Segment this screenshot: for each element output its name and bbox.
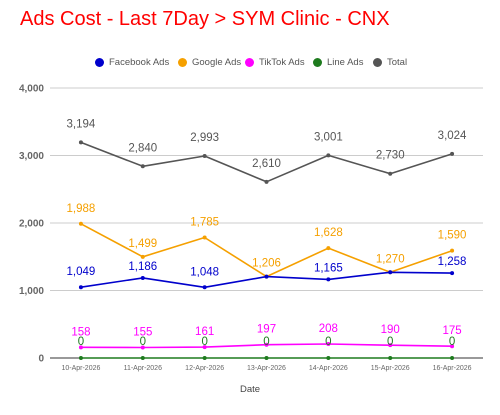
total-point [78, 140, 83, 145]
legend-label: Line Ads [327, 56, 364, 68]
total-point [264, 179, 269, 184]
tiktok-ads-data-label: 190 [381, 324, 400, 336]
facebook-ads-data-label: 1,165 [314, 262, 343, 274]
tiktok-ads-data-label: 158 [71, 326, 90, 338]
legend-dot-icon [178, 57, 187, 67]
legend-dot-icon [95, 57, 104, 67]
legend-dot-icon [245, 57, 254, 67]
tiktok-ads-data-label: 175 [442, 325, 461, 337]
legend-dot-icon [373, 57, 382, 67]
legend-dot-icon [313, 57, 322, 67]
x-tick-label: 13-Apr-2026 [247, 365, 286, 372]
tiktok-ads-data-label: 155 [133, 327, 152, 339]
total-point [450, 151, 455, 156]
x-tick-label: 12-Apr-2026 [185, 365, 224, 372]
facebook-ads-point [202, 285, 207, 290]
google-ads-data-label: 1,206 [252, 258, 281, 270]
legend-item-facebook-ads[interactable]: Facebook Ads [95, 54, 169, 70]
x-tick-label: 11-Apr-2026 [124, 365, 163, 372]
legend-item-tiktok-ads[interactable]: TikTok Ads [245, 54, 305, 70]
total-data-label: 3,024 [438, 130, 467, 142]
facebook-ads-line [80, 271, 453, 289]
line-ads-point [264, 356, 269, 360]
google-ads-data-label: 1,785 [190, 217, 219, 229]
facebook-ads-data-label: 1,048 [190, 266, 219, 278]
tiktok-ads-point [264, 342, 269, 347]
total-data-label: 2,840 [128, 142, 157, 154]
tiktok-ads-data-label: 197 [257, 324, 276, 336]
google-ads-data-label: 1,499 [128, 238, 157, 250]
legend-label: Google Ads [192, 56, 242, 68]
google-ads-data-label: 1,628 [314, 227, 343, 239]
legend-item-line-ads[interactable]: Line Ads [313, 54, 363, 70]
line-ads-point [450, 356, 455, 360]
facebook-ads-data-label: 1,049 [67, 266, 96, 278]
total-point [140, 164, 145, 169]
facebook-ads-point [388, 270, 393, 275]
total-data-label: 2,993 [190, 132, 219, 144]
total-point [326, 153, 331, 158]
line-ads-data-label: 0 [449, 336, 455, 348]
legend-label: Total [387, 56, 408, 68]
facebook-ads-point [78, 285, 83, 290]
x-axis-title: Date [239, 384, 261, 395]
line-ads-data-label: 0 [78, 336, 84, 348]
line-ads-point [388, 356, 393, 360]
google-ads-point [78, 221, 83, 226]
facebook-ads-point [140, 275, 145, 280]
line-ads-point [202, 356, 207, 360]
line-ads-data-label: 0 [201, 336, 207, 348]
google-ads-data-label: 1,590 [438, 230, 467, 242]
total-point [202, 153, 207, 158]
y-tick-label: 2,000 [19, 219, 44, 230]
y-tick-label: 1,000 [19, 286, 44, 297]
total-data-label: 3,194 [67, 118, 96, 130]
y-tick-label: 4,000 [19, 84, 44, 95]
tiktok-ads-data-label: 208 [319, 323, 338, 335]
google-ads-data-label: 1,270 [376, 253, 405, 265]
y-tick-label: 0 [38, 354, 44, 365]
line-ads-point [326, 356, 331, 360]
tiktok-ads-point [202, 345, 207, 350]
facebook-ads-point [450, 271, 455, 276]
tiktok-ads-point [326, 341, 331, 346]
legend-item-total[interactable]: Total [373, 54, 407, 70]
line-ads-point [140, 356, 145, 360]
line-ads-data-label: 0 [325, 336, 331, 348]
legend-item-google-ads[interactable]: Google Ads [178, 54, 241, 70]
tiktok-ads-point [388, 343, 393, 348]
google-ads-point [202, 235, 207, 240]
facebook-ads-point [264, 274, 269, 279]
line-ads-data-label: 0 [140, 336, 146, 348]
facebook-ads-data-label: 1,186 [128, 261, 157, 273]
y-tick-label: 3,000 [19, 151, 44, 162]
google-ads-point [140, 254, 145, 259]
x-tick-label: 14-Apr-2026 [309, 365, 348, 372]
total-data-label: 2,610 [252, 158, 281, 170]
tiktok-ads-data-label: 161 [195, 326, 214, 338]
legend-label: TikTok Ads [259, 56, 305, 68]
total-data-label: 2,730 [376, 150, 405, 162]
google-ads-point [326, 246, 331, 251]
total-data-label: 3,001 [314, 131, 343, 143]
facebook-ads-data-label: 1,258 [438, 256, 467, 268]
tiktok-ads-point [78, 345, 83, 350]
chart-legend: Facebook Ads Google Ads TikTok Ads Line Ads… [0, 54, 500, 70]
line-ads-data-label: 0 [263, 336, 269, 348]
line-ads-point [78, 356, 83, 360]
total-point [388, 171, 393, 176]
x-tick-label: 10-Apr-2026 [61, 365, 100, 372]
tiktok-ads-point [450, 344, 455, 349]
x-tick-label: 15-Apr-2026 [371, 365, 410, 372]
line-ads-data-label: 0 [387, 336, 393, 348]
facebook-ads-point [326, 277, 331, 282]
x-tick-label: 16-Apr-2026 [433, 365, 472, 372]
tiktok-ads-point [140, 345, 145, 350]
google-ads-point [450, 248, 455, 253]
chart-title: Ads Cost - Last 7Day > SYM Clinic - CNX [20, 8, 390, 30]
legend-label: Facebook Ads [109, 56, 170, 68]
google-ads-data-label: 1,988 [67, 203, 96, 215]
